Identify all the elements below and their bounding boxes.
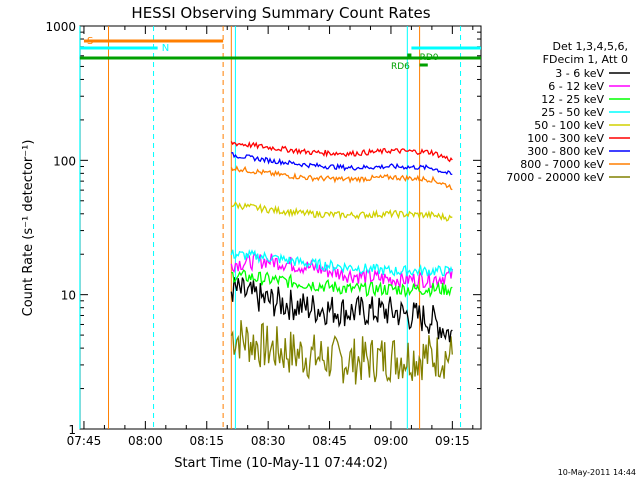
legend-entry-label: 800 - 7000 keV [520,158,604,171]
series-line [230,165,453,191]
x-tick-label: 08:45 [312,434,347,448]
x-tick-label: 08:30 [251,434,286,448]
series-line [230,141,453,163]
legend-header-line-1: Det 1,3,4,5,6, [552,40,628,53]
series-line [231,201,453,222]
y-tick-label: 1000 [45,20,76,34]
y-tick-label: 1 [68,423,76,437]
legend-entry-label: 100 - 300 keV [527,132,604,145]
y-axis-label: Count Rate (s⁻¹ detector⁻¹) [21,140,36,317]
footer-date: 10-May-2011 14:44 [558,468,636,477]
rd6-label: RD6 [391,62,410,72]
y-tick-label: 100 [53,154,76,168]
x-tick-label: 09:15 [435,434,470,448]
legend-entry-label: 7000 - 20000 keV [506,171,604,184]
legend-entry-label: 50 - 100 keV [534,119,604,132]
series-line [231,269,453,298]
series-line [231,151,453,176]
legend-entry-label: 300 - 800 keV [527,145,604,158]
chart-title: HESSI Observing Summary Count Rates [131,4,430,22]
x-tick-label: 09:00 [374,434,409,448]
series-line [230,320,453,385]
saa-label: S [87,36,93,47]
legend-entry-label: 6 - 12 keV [548,80,604,93]
legend-entry-label: 25 - 50 keV [541,106,604,119]
series-line [230,248,453,277]
legend-entry-label: 3 - 6 keV [555,67,604,80]
legend-header-line-2: FDecim 1, Att 0 [543,53,628,66]
x-tick-label: 08:00 [128,434,163,448]
x-tick-label: 07:45 [67,434,102,448]
night-label: N [162,43,169,54]
rd0-label: RD0 [420,53,439,63]
x-axis-label: Start Time (10-May-11 07:44:02) [174,456,388,471]
y-tick-label: 10 [61,289,76,303]
series-line [230,276,453,343]
legend-entry-label: 12 - 25 keV [541,93,604,106]
x-tick-label: 08:15 [189,434,224,448]
